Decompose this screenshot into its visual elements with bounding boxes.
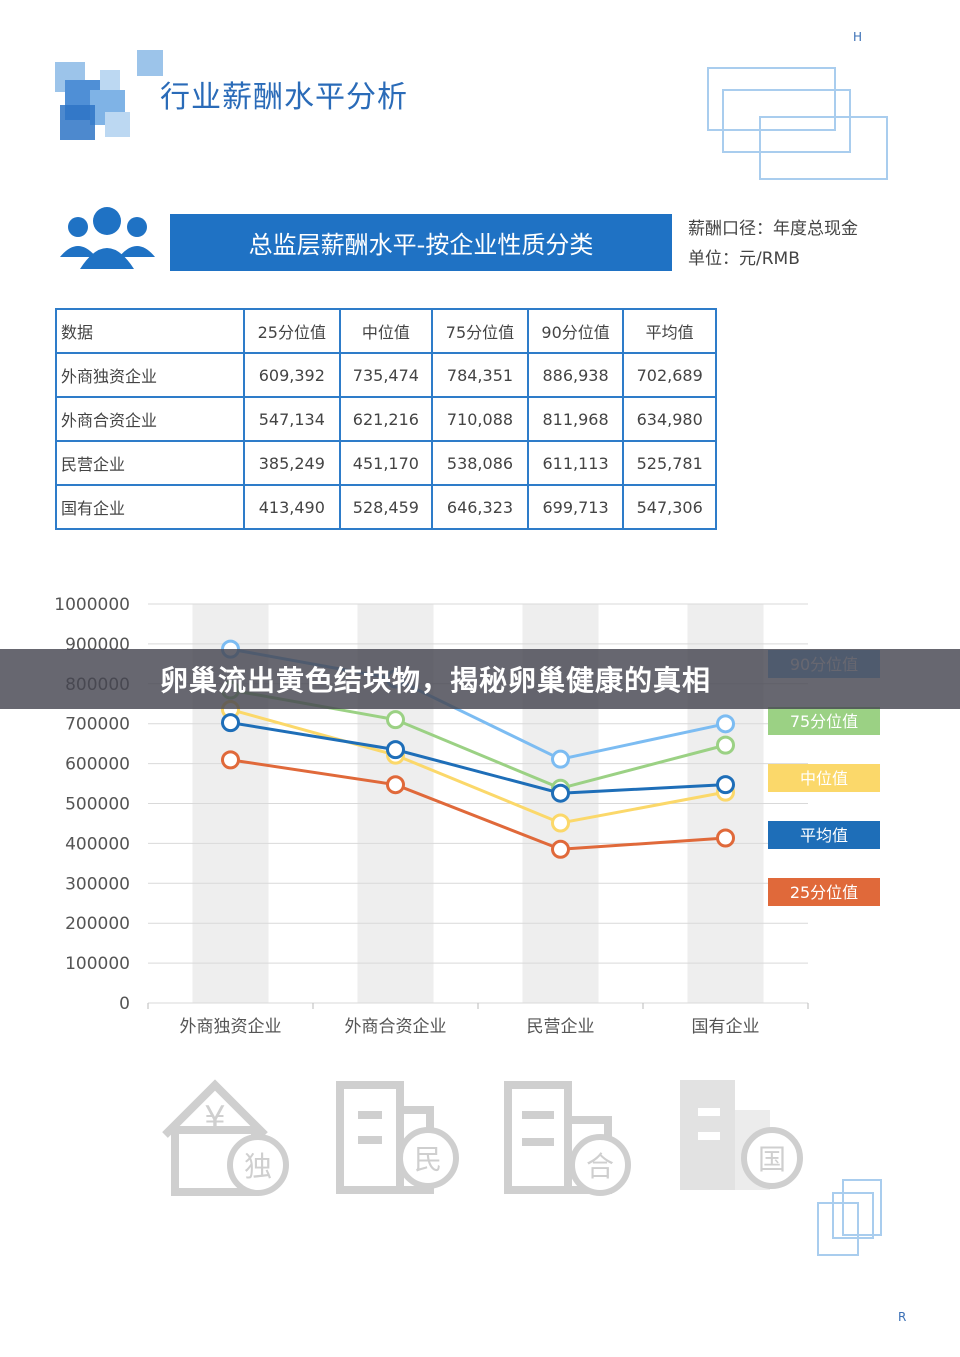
- data-point: [386, 775, 405, 795]
- table-cell: 646,323: [431, 484, 529, 530]
- mosaic-logo-icon: [55, 50, 163, 140]
- y-tick-label: 400000: [65, 834, 130, 854]
- table-cell: 621,216: [338, 396, 434, 442]
- table-row: 外商合资企业 547,134 621,216 710,088 811,968 6…: [55, 396, 717, 442]
- line-chart: 0 100000 200000 300000 400000 500000 600000 700…: [54, 595, 880, 1037]
- table-cell: 451,170: [338, 440, 434, 486]
- x-tick-label: 外商独资企业: [180, 1017, 282, 1037]
- icon-badge-text: 国: [758, 1143, 786, 1176]
- table-cell: 385,249: [243, 440, 341, 486]
- table-cell: 609,392: [243, 352, 341, 398]
- table-header-cell: 90分位值: [526, 308, 625, 354]
- salary-table: 数据 25分位值 中位值 75分位值 90分位值 平均值 外商独资企业 609,…: [55, 308, 717, 530]
- office-icon: 合: [504, 1081, 631, 1196]
- table-row: 民营企业 385,249 451,170 538,086 611,113 525…: [55, 440, 717, 486]
- decorative-frames-icon: [707, 67, 888, 180]
- y-tick-label: 300000: [65, 874, 130, 894]
- x-tick-label: 国有企业: [692, 1017, 760, 1037]
- y-tick-label: 500000: [65, 795, 130, 815]
- data-point: [221, 750, 240, 770]
- decorative-frames-icon: [817, 1179, 882, 1256]
- tower-icon: 国: [680, 1080, 803, 1190]
- table-header-cell: 数据: [55, 308, 245, 354]
- y-tick-label: 1000000: [54, 595, 130, 615]
- people-group-icon: [60, 207, 155, 269]
- legend-swatch: [768, 764, 880, 792]
- salary-caliber-note: 薪酬口径：年度总现金: [688, 219, 858, 239]
- table-row: 国有企业 413,490 528,459 646,323 699,713 547…: [55, 484, 717, 530]
- table-cell-label: 外商合资企业: [55, 396, 245, 442]
- data-point: [716, 735, 735, 755]
- corner-letter-top: H: [853, 30, 863, 44]
- legend-swatch: [768, 821, 880, 849]
- data-point: [221, 713, 240, 733]
- table-cell-label: 民营企业: [55, 440, 245, 486]
- table-cell: 886,938: [526, 352, 625, 398]
- table-cell-label: 外商独资企业: [55, 352, 245, 398]
- table-cell: 538,086: [431, 440, 529, 486]
- table-cell: 547,134: [243, 396, 341, 442]
- headline-overlay-banner: 卵巢流出黄色结块物，揭秘卵巢健康的真相: [0, 649, 960, 709]
- series-line: [230, 721, 726, 795]
- table-cell: 634,980: [622, 396, 717, 442]
- legend-swatch: [768, 878, 880, 906]
- y-tick-label: 100000: [65, 954, 130, 974]
- data-point: [551, 783, 570, 803]
- salary-unit-note: 单位：元/RMB: [688, 249, 800, 269]
- icon-badge-text: 独: [244, 1150, 272, 1183]
- table-cell: 547,306: [622, 484, 717, 530]
- table-cell: 811,968: [526, 396, 625, 442]
- table-header-cell: 25分位值: [243, 308, 341, 354]
- table-cell: 611,113: [526, 440, 625, 486]
- series-line: [230, 708, 726, 825]
- legend-swatch: [768, 707, 880, 735]
- page-title: 行业薪酬水平分析: [160, 80, 408, 115]
- table-cell: 525,781: [622, 440, 717, 486]
- section-title-banner: 总监层薪酬水平-按企业性质分类: [170, 214, 672, 271]
- building-icon: 民: [336, 1081, 459, 1194]
- table-header-cell: 平均值: [622, 308, 717, 354]
- table-row: 外商独资企业 609,392 735,474 784,351 886,938 7…: [55, 352, 717, 398]
- x-tick-label: 外商合资企业: [345, 1017, 447, 1037]
- legend-label: 平均值: [800, 826, 848, 845]
- y-tick-label: 700000: [65, 715, 130, 735]
- table-cell: 702,689: [622, 352, 717, 398]
- y-tick-label: 0: [119, 994, 130, 1014]
- table-header-cell: 75分位值: [431, 308, 529, 354]
- series-line: [230, 758, 726, 851]
- table-cell: 528,459: [338, 484, 434, 530]
- legend-label: 25分位值: [790, 883, 858, 902]
- table-cell: 784,351: [431, 352, 529, 398]
- icon-badge-text: 合: [586, 1150, 614, 1183]
- data-point: [716, 714, 735, 734]
- enterprise-icons: ¥ 独 民 合 国: [162, 1079, 803, 1196]
- x-tick-label: 民营企业: [527, 1017, 595, 1037]
- y-tick-label: 600000: [65, 755, 130, 775]
- house-icon: ¥ 独: [162, 1079, 289, 1196]
- table-cell: 413,490: [243, 484, 341, 530]
- data-point: [551, 813, 570, 833]
- data-point: [551, 749, 570, 769]
- table-cell: 699,713: [526, 484, 625, 530]
- data-point: [716, 828, 735, 848]
- table-cell: 735,474: [338, 352, 434, 398]
- salary-note: 薪酬口径：年度总现金 单位：元/RMB: [688, 214, 858, 274]
- icon-badge-text: 民: [414, 1143, 442, 1176]
- table-cell: 710,088: [431, 396, 529, 442]
- table-cell-label: 国有企业: [55, 484, 245, 530]
- table-header-cell: 中位值: [338, 308, 434, 354]
- svg-text:¥: ¥: [204, 1099, 226, 1139]
- data-point: [386, 740, 405, 760]
- headline-text: 卵巢流出黄色结块物，揭秘卵巢健康的真相: [160, 664, 712, 697]
- table-header-row: 数据 25分位值 中位值 75分位值 90分位值 平均值: [55, 308, 717, 354]
- data-point: [551, 839, 570, 859]
- data-point: [716, 775, 735, 795]
- corner-letter-bottom: R: [898, 1310, 907, 1324]
- legend-label: 75分位值: [790, 712, 858, 731]
- y-tick-label: 200000: [65, 914, 130, 934]
- legend-label: 中位值: [800, 769, 848, 788]
- data-point: [386, 710, 405, 730]
